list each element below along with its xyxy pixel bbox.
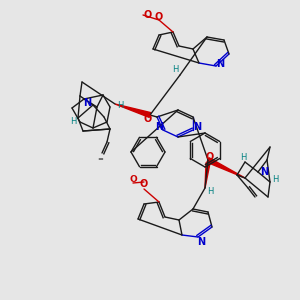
- Text: H: H: [172, 65, 178, 74]
- Polygon shape: [207, 158, 245, 178]
- Text: O: O: [129, 176, 137, 184]
- Text: O: O: [206, 152, 214, 162]
- Text: N: N: [83, 98, 91, 108]
- Text: =: =: [97, 156, 103, 162]
- Text: N: N: [155, 122, 163, 132]
- Text: H: H: [240, 152, 246, 161]
- Polygon shape: [115, 104, 151, 117]
- Text: O: O: [144, 114, 152, 124]
- Text: H: H: [117, 101, 123, 110]
- Text: N: N: [197, 237, 205, 247]
- Text: H: H: [272, 176, 278, 184]
- Text: H: H: [70, 116, 76, 125]
- Text: N: N: [260, 167, 268, 177]
- Text: O: O: [144, 10, 152, 20]
- Text: H: H: [207, 187, 213, 196]
- Polygon shape: [205, 163, 210, 188]
- Text: O: O: [155, 12, 163, 22]
- Text: N: N: [216, 59, 224, 69]
- Text: O: O: [140, 179, 148, 189]
- Text: N: N: [193, 122, 201, 132]
